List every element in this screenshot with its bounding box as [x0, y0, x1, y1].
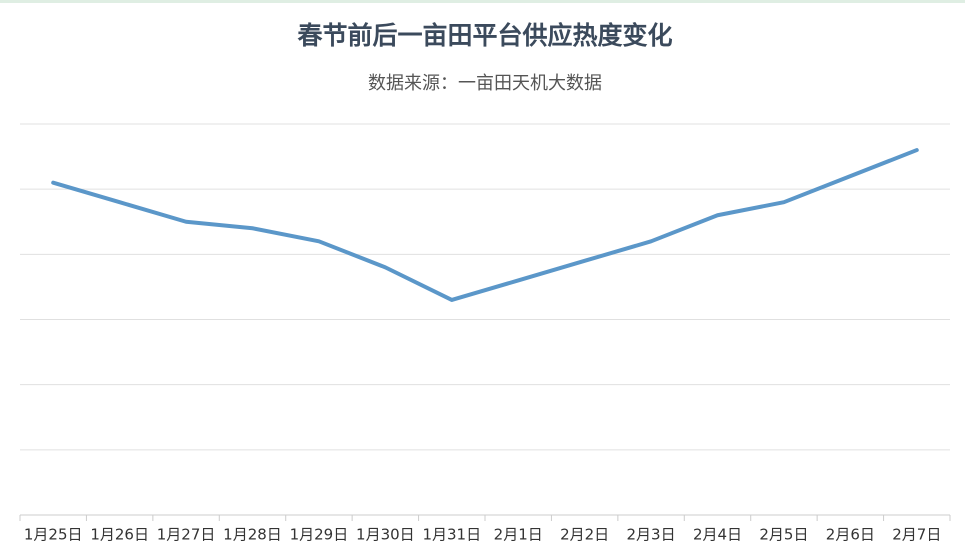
x-tick-label: 1月27日	[157, 526, 216, 544]
x-tick-label: 2月1日	[494, 526, 543, 544]
x-tick-label: 1月26日	[90, 526, 149, 544]
x-tick-label: 2月7日	[892, 526, 941, 544]
x-tick-label: 2月5日	[759, 526, 808, 544]
x-tick-label: 2月6日	[826, 526, 875, 544]
chart-title: 春节前后一亩田平台供应热度变化	[297, 21, 672, 50]
x-tick-label: 1月31日	[422, 526, 481, 544]
x-tick-label: 1月28日	[223, 526, 282, 544]
data-line	[51, 148, 919, 302]
x-tick-label: 2月4日	[693, 526, 742, 544]
x-tick-label: 2月3日	[627, 526, 676, 544]
x-tick-label: 1月30日	[356, 526, 415, 544]
x-tick-label: 1月29日	[290, 526, 349, 544]
x-tick-label: 1月25日	[24, 526, 83, 544]
top-border	[0, 0, 965, 3]
chart-subtitle: 数据来源：一亩田天机大数据	[368, 73, 602, 94]
x-tick-label: 2月2日	[560, 526, 609, 544]
